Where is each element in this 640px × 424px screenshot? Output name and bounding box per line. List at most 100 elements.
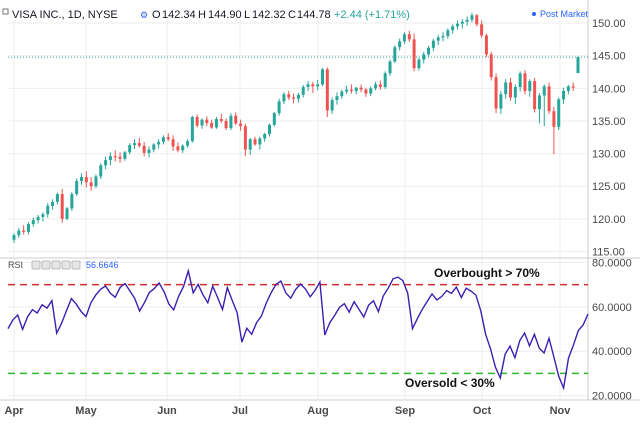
- candle: [364, 87, 368, 97]
- candle: [243, 123, 247, 157]
- candle-body: [509, 82, 513, 98]
- candle: [229, 113, 233, 131]
- candle-body: [263, 134, 267, 139]
- open-label: O: [152, 9, 161, 21]
- candle: [509, 77, 513, 101]
- high-label: H: [198, 9, 206, 21]
- candle: [234, 112, 238, 125]
- candle-body: [22, 230, 26, 232]
- candle: [378, 80, 382, 90]
- candle-body: [99, 165, 103, 177]
- candle: [263, 132, 267, 142]
- candle-body: [465, 19, 469, 22]
- candle-body: [161, 137, 165, 142]
- candle-body: [489, 54, 493, 78]
- candle: [330, 97, 334, 114]
- candle-body: [422, 54, 426, 60]
- candle-body: [55, 194, 59, 202]
- candle-body: [166, 137, 170, 140]
- candle-body: [157, 141, 161, 145]
- candle: [383, 71, 387, 89]
- candle-body: [306, 84, 310, 88]
- candle-body: [296, 94, 300, 99]
- candle-body: [576, 57, 580, 74]
- candle-body: [475, 15, 479, 25]
- candle-body: [195, 117, 199, 126]
- candle: [152, 143, 156, 153]
- candle: [465, 16, 469, 26]
- candle: [272, 111, 276, 127]
- candle: [321, 68, 325, 87]
- candle: [60, 188, 64, 223]
- candle: [181, 144, 185, 153]
- candle-body: [75, 180, 79, 195]
- candle-body: [190, 117, 194, 142]
- more-icon[interactable]: [61, 260, 71, 270]
- candle: [431, 38, 435, 52]
- candle: [70, 192, 74, 212]
- candle: [113, 150, 117, 162]
- candle-body: [504, 82, 508, 95]
- candle: [123, 150, 127, 161]
- candle: [301, 85, 305, 98]
- close-icon[interactable]: [51, 260, 61, 270]
- candle: [55, 192, 59, 205]
- chevron-down-icon[interactable]: [71, 260, 81, 270]
- rsi-levels: [8, 283, 588, 375]
- candle-body: [267, 124, 271, 134]
- candle-body: [210, 122, 214, 128]
- candle: [224, 118, 228, 131]
- candle: [195, 114, 199, 128]
- candle: [176, 142, 180, 153]
- candle-body: [36, 216, 40, 221]
- candle: [161, 135, 165, 145]
- candle: [296, 92, 300, 103]
- candle: [219, 113, 223, 123]
- settings-icon[interactable]: ⚙: [140, 10, 148, 20]
- candle-body: [200, 119, 204, 126]
- rsi-tick-label: 80.0000: [592, 257, 632, 269]
- candle: [504, 79, 508, 99]
- candle-body: [542, 86, 546, 96]
- rsi-label[interactable]: RSI: [8, 260, 23, 270]
- candle: [31, 217, 35, 227]
- candle: [137, 137, 141, 148]
- candle-body: [171, 139, 175, 147]
- post-market-label[interactable]: Post Market: [540, 9, 589, 19]
- candle-body: [484, 35, 488, 55]
- candle-body: [470, 15, 474, 20]
- candle-body: [108, 156, 112, 161]
- gear-icon[interactable]: [41, 260, 51, 270]
- candle: [147, 146, 151, 158]
- candle: [133, 139, 137, 150]
- candle-body: [383, 73, 387, 88]
- candle: [523, 70, 527, 95]
- candle-body: [84, 177, 88, 183]
- candle: [398, 38, 402, 51]
- candle-body: [494, 77, 498, 109]
- eye-icon[interactable]: [31, 260, 41, 270]
- price-tick-label: 145.00: [592, 51, 626, 63]
- candle-body: [528, 81, 532, 91]
- candle: [335, 92, 339, 105]
- candle: [552, 106, 556, 155]
- price-tick-label: 140.00: [592, 83, 626, 95]
- candle-body: [234, 115, 238, 124]
- candle: [537, 92, 541, 124]
- candle-body: [412, 39, 416, 69]
- candle: [17, 227, 21, 238]
- candle: [104, 156, 108, 170]
- candle: [108, 152, 112, 166]
- candle-body: [94, 176, 98, 187]
- candle: [369, 86, 373, 97]
- candle: [267, 123, 271, 137]
- candle: [142, 141, 146, 157]
- candle: [89, 177, 93, 191]
- collapse-icon[interactable]: [2, 8, 9, 15]
- candle-body: [340, 91, 344, 97]
- symbol-title[interactable]: VISA INC., 1D, NYSE: [12, 9, 118, 21]
- candle-body: [393, 47, 397, 62]
- rsi-axis: 80.0000 60.0000 40.0000 20.0000: [592, 257, 632, 402]
- price-tick-label: 115.00: [592, 246, 625, 258]
- candle-body: [557, 99, 561, 127]
